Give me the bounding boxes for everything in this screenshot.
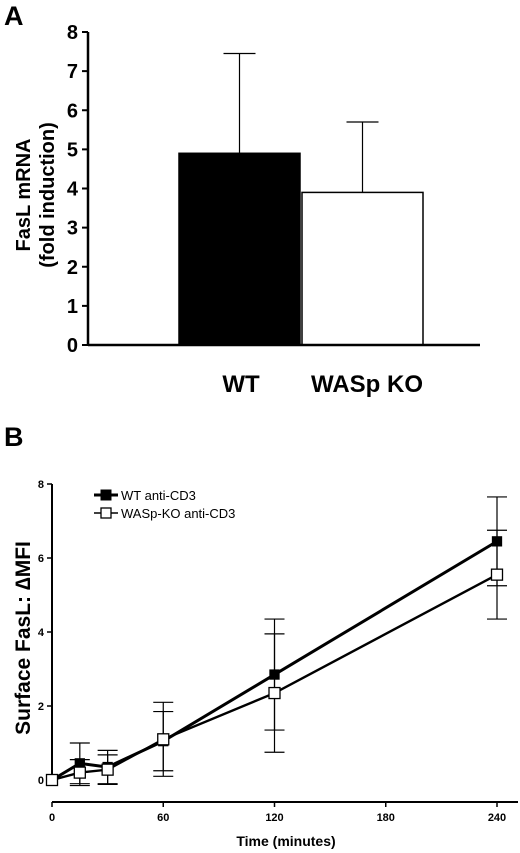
y-tick-label-b: 8: [38, 479, 44, 491]
data-point-wasp-ko: [101, 763, 114, 776]
data-point-wasp-ko: [490, 568, 504, 581]
panel-label-b: B: [4, 422, 24, 452]
y-tick-label-a: 6: [67, 100, 78, 122]
x-tick-label-b: 120: [265, 812, 283, 824]
bar-wasp-ko: [301, 191, 424, 346]
y-axis-label-b: Surface FasL: ∆MFI: [12, 541, 35, 735]
data-point-wasp-ko: [268, 686, 281, 700]
x-tick-label-b: 180: [377, 812, 395, 824]
y-tick-label-a: 5: [67, 139, 78, 161]
y-tick-label-a: 0: [67, 335, 78, 357]
y-tick-label-a: 3: [67, 218, 78, 240]
y-tick-label-b: 6: [38, 553, 44, 565]
data-point-wt: [491, 536, 503, 547]
data-point-wasp-ko: [73, 766, 86, 779]
bar-wt: [178, 152, 301, 346]
data-point-wt: [269, 669, 280, 680]
y-tick-label-a: 2: [67, 257, 78, 279]
y-axis-label-a-line2: (fold induction): [37, 122, 59, 268]
legend-b: WT anti-CD3 WASp-KO anti-CD3: [94, 488, 235, 521]
legend-marker-wt: [100, 489, 112, 501]
y-tick-label-b: 2: [38, 701, 44, 713]
data-point-wasp-ko: [157, 733, 170, 746]
category-label-wt: WT: [222, 371, 260, 398]
y-tick-label-b: 4: [38, 627, 45, 639]
x-tick-label-b: 0: [49, 812, 55, 824]
line-chart-b: Surface FasL: ∆MFI Time (minutes) 0 2 4 6 8 0…: [12, 479, 518, 849]
y-tick-label-a: 7: [67, 61, 78, 83]
x-tick-label-b: 240: [488, 812, 506, 824]
legend-label-wasp-ko: WASp-KO anti-CD3: [121, 506, 235, 521]
legend-marker-wasp-ko: [100, 507, 112, 519]
y-tick-label-a: 4: [67, 179, 79, 201]
x-tick-label-b: 60: [157, 812, 169, 824]
x-axis-label-b: Time (minutes): [236, 833, 335, 849]
y-tick-label-b: 0: [38, 775, 44, 787]
y-tick-label-a: 8: [67, 22, 78, 44]
category-label-wasp-ko: WASp KO: [311, 371, 423, 398]
y-tick-label-a: 1: [67, 296, 78, 318]
legend-label-wt: WT anti-CD3: [121, 488, 196, 503]
panel-label-a: A: [4, 1, 24, 31]
data-point-wasp-ko: [45, 773, 59, 787]
y-axis-label-a-line1: FasL mRNA: [13, 139, 35, 252]
